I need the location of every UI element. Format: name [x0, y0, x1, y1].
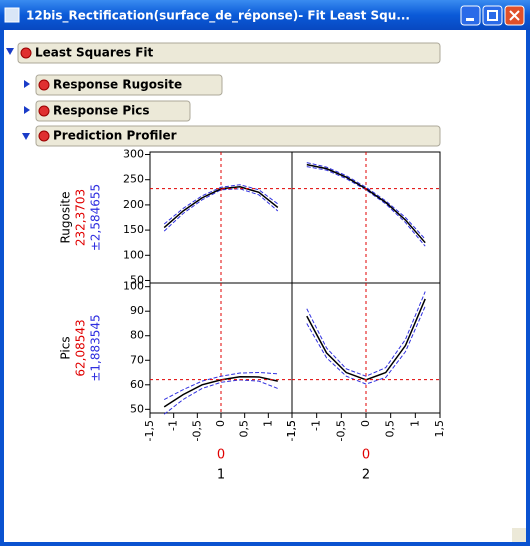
y-tick-label: 250: [123, 173, 144, 186]
ci-upper: [163, 184, 279, 225]
outline-header[interactable]: [35, 100, 191, 122]
x-tick-label: 1,5: [285, 420, 298, 438]
window-title: 12bis_Rectification(surface_de_réponse)-…: [26, 9, 410, 24]
x-tick-label: 1: [408, 420, 421, 427]
close-icon: [509, 10, 520, 21]
outline-header[interactable]: [35, 125, 441, 147]
minimize-button[interactable]: [460, 5, 481, 26]
title-bar: [0, 0, 530, 30]
outline-item: Prediction Profiler: [53, 129, 177, 143]
x-tick-label: 1,5: [433, 420, 446, 438]
response-name: Rugosite: [59, 191, 73, 243]
factor-name: 2: [362, 468, 370, 483]
resize-grip: [512, 528, 526, 542]
outline-item: Response Pics: [53, 104, 150, 118]
x-tick-label: 0,5: [384, 420, 397, 438]
x-tick-label: -1: [167, 420, 180, 431]
x-tick-label: -0,5: [190, 420, 203, 441]
y-tick-label: 60: [130, 378, 144, 391]
y-tick-label: 70: [130, 353, 144, 366]
red-triangle-menu[interactable]: [38, 105, 50, 117]
response-value-label: 232,3703: [74, 189, 88, 246]
maximize-button[interactable]: [482, 5, 503, 26]
x-tick-label: -1: [310, 420, 323, 431]
red-triangle-menu[interactable]: [38, 130, 50, 142]
x-tick-label: 0,5: [238, 420, 251, 438]
disclosure-open[interactable]: [22, 133, 30, 140]
y-tick-label: 150: [123, 223, 144, 236]
x-tick-label: 0: [359, 420, 372, 427]
disclosure-closed[interactable]: [24, 80, 30, 88]
ci-lower: [306, 166, 426, 247]
y-tick-label: 200: [123, 198, 144, 211]
y-tick-label: 90: [130, 304, 144, 317]
response-value-label: 62,08543: [74, 319, 88, 376]
red-triangle-menu[interactable]: [38, 79, 50, 91]
factor-value: 0: [362, 448, 370, 463]
ci-lower: [163, 379, 278, 415]
response-ci-label: ±2,584655: [89, 184, 103, 251]
outline-item: Response Rugosite: [53, 78, 182, 92]
disclosure-open[interactable]: [6, 48, 14, 55]
y-tick-label: 300: [123, 148, 144, 161]
minimize-icon: [466, 18, 474, 21]
x-tick-label: 1: [261, 420, 274, 427]
ci-lower: [163, 188, 279, 232]
x-tick-label: -0,5: [334, 420, 347, 441]
ci-upper: [306, 162, 426, 240]
maximize-icon: [487, 10, 498, 21]
x-tick-label: 0: [214, 420, 227, 427]
y-tick-label: 80: [130, 329, 144, 342]
y-tick-label: 100: [123, 248, 144, 261]
y-tick-label: 50: [130, 273, 144, 286]
red-triangle-menu[interactable]: [20, 47, 32, 59]
ci-upper: [163, 372, 278, 400]
factor-name: 1: [217, 468, 225, 483]
response-name: Pics: [59, 336, 73, 359]
response-ci-label: ±1,883545: [89, 314, 103, 381]
app-icon: [4, 7, 20, 23]
disclosure-closed[interactable]: [24, 106, 30, 114]
factor-value: 0: [217, 448, 225, 463]
outline-header[interactable]: [17, 42, 441, 64]
x-tick-label: -1,5: [285, 420, 298, 441]
ci-upper: [306, 291, 426, 377]
outline-header[interactable]: [35, 74, 223, 96]
x-tick-label: -1,5: [143, 420, 156, 441]
y-tick-label: 50: [130, 402, 144, 415]
outline-title: Least Squares Fit: [35, 46, 154, 60]
y-tick-label: 100: [123, 280, 144, 293]
ci-lower: [306, 306, 426, 385]
